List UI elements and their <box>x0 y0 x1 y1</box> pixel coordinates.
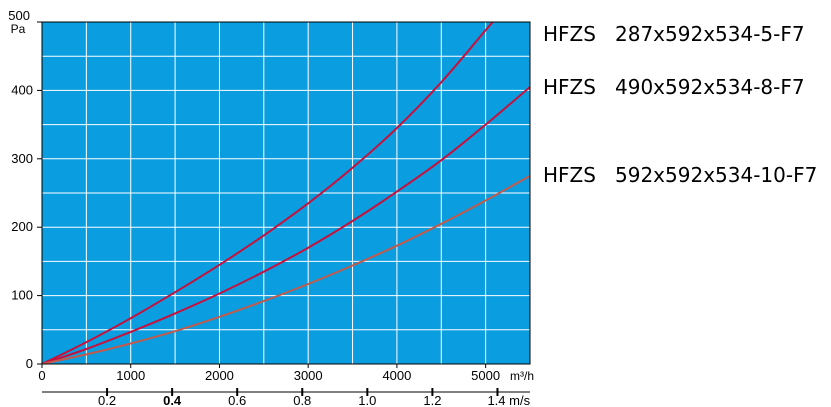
y-unit-label: Pa <box>11 22 26 36</box>
x-tick-label: 4000 <box>382 368 411 383</box>
y-tick-label: 300 <box>11 151 33 166</box>
y-tick-label: 0 <box>26 356 33 371</box>
axes <box>37 21 531 396</box>
velocity-tick-label: 0.4 <box>163 393 182 407</box>
x-tick-label: 2000 <box>205 368 234 383</box>
plot-frame <box>41 21 531 365</box>
velocity-tick-label: 0.8 <box>293 393 311 407</box>
x-tick-label: 1000 <box>116 368 145 383</box>
series-lines <box>42 22 530 364</box>
series-line-1 <box>42 22 494 364</box>
x-tick-label: 0 <box>38 368 45 383</box>
x-tick-label: 5000 <box>471 368 500 383</box>
series-line-2 <box>42 86 530 364</box>
x-tick-label: 3000 <box>294 368 323 383</box>
grid-lines <box>42 22 530 364</box>
velocity-tick-label: 1.0 <box>358 393 376 407</box>
legend-label-2: HFZS 490x592x534-8-F7 <box>543 75 805 99</box>
velocity-tick-label: 0.6 <box>228 393 246 407</box>
y-tick-label: 100 <box>11 288 33 303</box>
legend: HFZS 287x592x534-5-F7 HFZS 490x592x534-8-… <box>543 22 817 187</box>
y-tick-label: 400 <box>11 82 33 97</box>
velocity-tick-label: 1.4 m/s <box>487 393 530 407</box>
y-tick-label: 500 <box>8 8 30 23</box>
series-line-3 <box>42 175 530 364</box>
legend-label-3: HFZS 592x592x534-10-F7 <box>543 163 817 187</box>
velocity-tick-label: 0.2 <box>98 393 116 407</box>
velocity-tick-label: 1.2 <box>423 393 441 407</box>
x-unit-label: m³/h <box>510 369 534 383</box>
legend-label-1: HFZS 287x592x534-5-F7 <box>543 22 805 46</box>
y-tick-label: 200 <box>11 219 33 234</box>
